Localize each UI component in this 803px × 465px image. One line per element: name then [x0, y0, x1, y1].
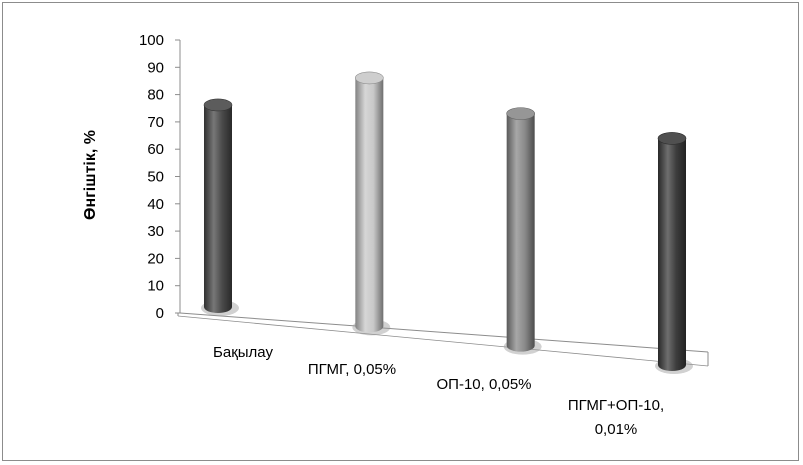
y-axis: 0 10 20 30 40 50 60 70 80 90 100	[139, 32, 181, 322]
x-category-label: Бақылау	[213, 344, 273, 361]
y-tick-label: 60	[147, 141, 164, 158]
bar-2	[503, 107, 542, 355]
bar-body	[506, 113, 535, 352]
y-tick-label: 50	[147, 169, 164, 186]
bar-top-cap	[657, 132, 687, 145]
chart-floor	[177, 312, 709, 367]
bar-body	[355, 77, 384, 333]
chart-frame	[2, 2, 799, 461]
bar-3	[655, 132, 693, 374]
bar-body	[204, 104, 232, 313]
bar-top-cap	[506, 107, 535, 120]
bar-1	[352, 71, 391, 336]
y-tick-label: 20	[147, 250, 164, 267]
x-category-label: ПГМГ, 0,05%	[308, 361, 396, 378]
bar-top-cap	[355, 71, 384, 85]
bar-0	[201, 98, 239, 316]
floor-back-edge	[179, 312, 709, 353]
floor-front-edge	[177, 315, 709, 367]
x-category-label: ПГМГ+ОП-10, 0,01%	[568, 397, 664, 438]
bar-top-cap	[203, 98, 233, 112]
y-tick-label: 80	[147, 87, 164, 104]
y-tick-label: 10	[147, 278, 164, 295]
bar-body	[658, 138, 686, 371]
y-tick-label: 90	[147, 59, 164, 76]
y-axis-title: Өнгіштік, %	[82, 130, 99, 220]
y-tick-label: 100	[139, 32, 164, 49]
x-axis-labels: Бақылау ПГМГ, 0,05% ОП-10, 0,05% ПГМГ+ОП-10…	[213, 344, 664, 438]
y-tick-label: 30	[147, 223, 164, 240]
y-tick-label: 0	[156, 305, 164, 322]
bars-group	[201, 71, 693, 374]
y-tick-label: 70	[147, 114, 164, 131]
x-category-label: ОП-10, 0,05%	[437, 376, 532, 393]
y-tick-label: 40	[147, 196, 164, 213]
